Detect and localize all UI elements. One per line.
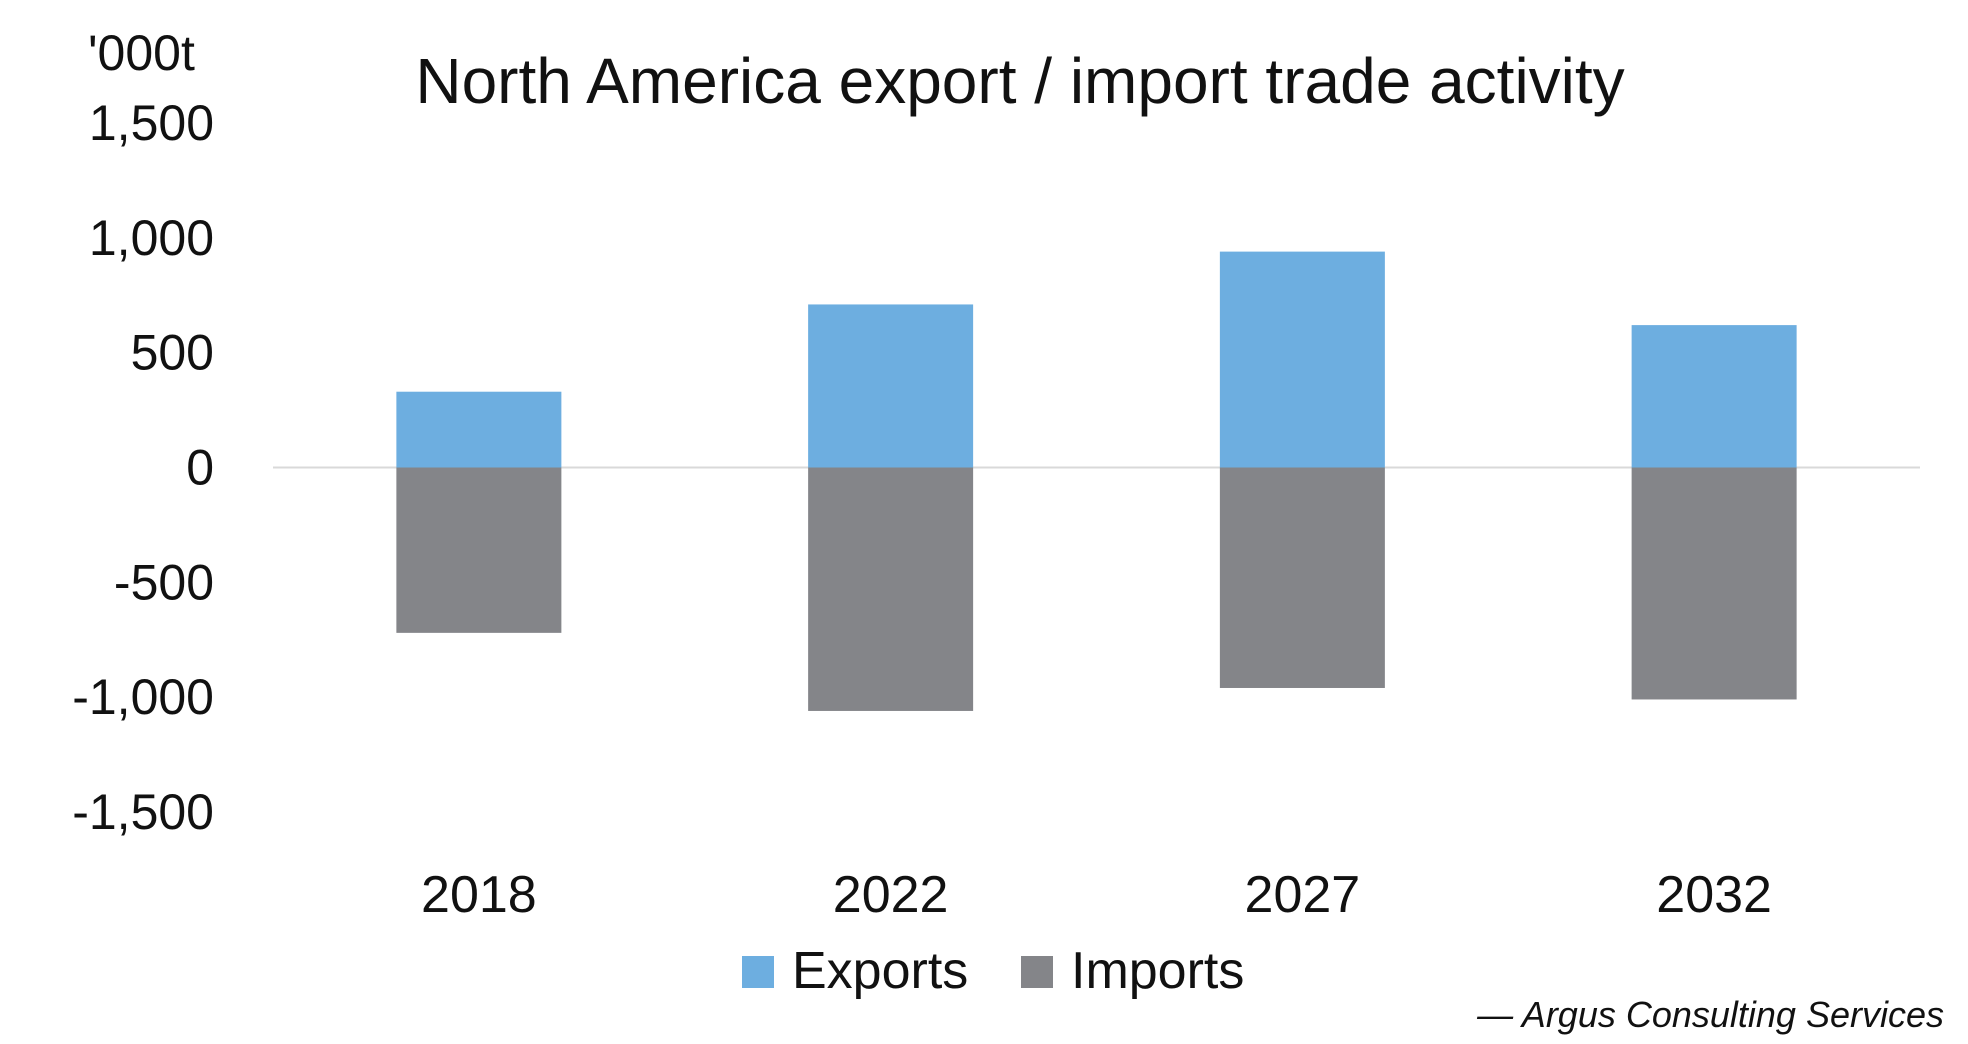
y-axis-tick-labels: 1,500 1,000 500 0 -500 -1,000 -1,500 bbox=[72, 95, 214, 840]
x-tick-label: 2022 bbox=[833, 866, 949, 924]
y-tick-label: 1,000 bbox=[89, 210, 214, 266]
imports-bar-2027 bbox=[1219, 467, 1385, 688]
exports-legend-label: Exports bbox=[792, 942, 968, 1000]
x-tick-label: 2032 bbox=[1656, 866, 1772, 924]
exports-bar-2022 bbox=[808, 304, 974, 468]
imports-bar-2022 bbox=[808, 467, 974, 711]
source-note: — Argus Consulting Services bbox=[1476, 994, 1944, 1035]
y-tick-label: 1,500 bbox=[89, 95, 214, 151]
y-tick-label: -1,500 bbox=[72, 784, 214, 840]
imports-bar-2032 bbox=[1631, 467, 1797, 700]
imports-legend-swatch bbox=[1021, 956, 1053, 988]
x-axis-category-labels: 2018 2022 2027 2032 bbox=[421, 866, 1772, 924]
y-axis-unit-label: '000t bbox=[88, 25, 195, 81]
imports-legend-label: Imports bbox=[1071, 942, 1244, 1000]
y-tick-label: -500 bbox=[114, 554, 214, 610]
exports-bar-2027 bbox=[1219, 251, 1385, 468]
bars bbox=[396, 251, 1797, 711]
exports-bar-2018 bbox=[396, 391, 562, 468]
exports-bar-2032 bbox=[1631, 325, 1797, 468]
y-tick-label: -1,000 bbox=[72, 669, 214, 725]
y-tick-label: 500 bbox=[131, 325, 214, 381]
x-tick-label: 2027 bbox=[1245, 866, 1361, 924]
y-tick-label: 0 bbox=[186, 440, 214, 496]
legend: Exports Imports bbox=[742, 942, 1244, 1000]
exports-legend-swatch bbox=[742, 956, 774, 988]
imports-bar-2018 bbox=[396, 467, 562, 633]
chart-title: North America export / import trade acti… bbox=[415, 45, 1624, 117]
x-tick-label: 2018 bbox=[421, 866, 537, 924]
